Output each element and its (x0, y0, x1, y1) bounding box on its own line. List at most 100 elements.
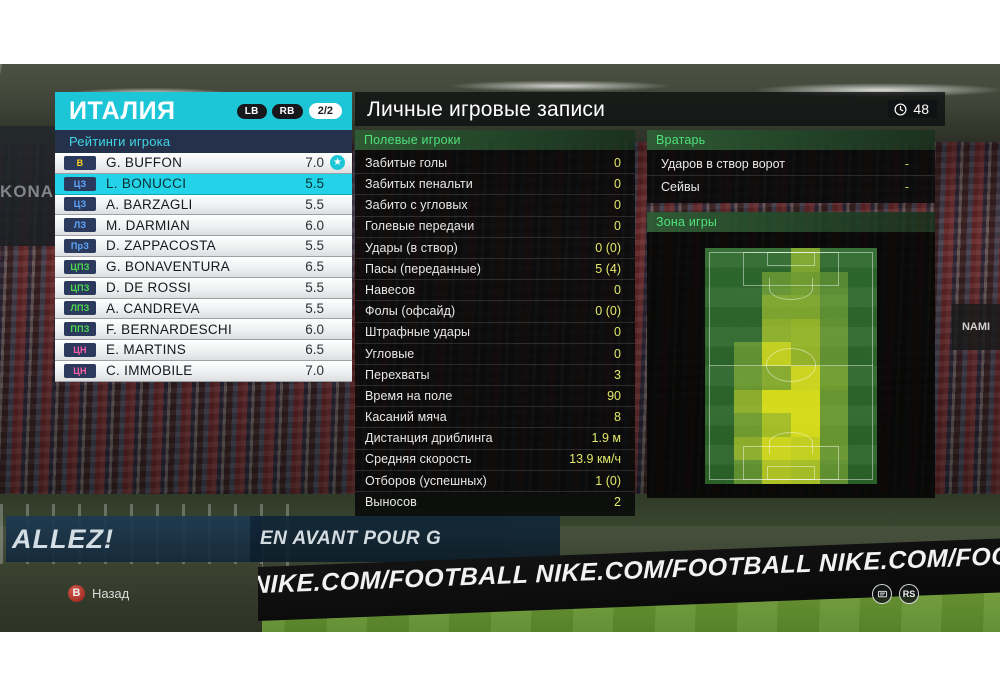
heatmap-cell (819, 436, 849, 461)
stat-value: 0 (614, 346, 621, 361)
b-button-icon: B (68, 585, 85, 602)
stat-row: Забитые голы 0 (355, 153, 635, 175)
player-ratings-label: Рейтинги игрока (69, 134, 171, 149)
heatmap-cell (733, 366, 763, 390)
player-name: M. DARMIAN (106, 217, 190, 233)
stat-value: 0 (614, 219, 621, 234)
heatmap-cell (762, 318, 791, 343)
stand-banner-2: EN AVANT POUR G (250, 516, 560, 562)
stand-banner-1: ALLEZ! (6, 516, 262, 562)
player-name: A. BARZAGLI (106, 196, 193, 212)
stat-row: Перехваты 3 (355, 365, 635, 387)
goalkeeper-heading-label: Вратарь (656, 133, 706, 147)
player-position-badge: ЦПЗ (64, 259, 96, 274)
stat-label: Ударов в створ ворот (661, 157, 785, 172)
player-rating: 7.0 (305, 363, 324, 379)
player-rating: 5.5 (305, 279, 324, 295)
team-name: ИТАЛИЯ (69, 96, 176, 125)
heatmap-cell (819, 295, 849, 319)
stand-dark-block (0, 126, 56, 246)
heatmap-cell (791, 295, 820, 319)
stat-label: Средняя скорость (365, 452, 472, 467)
team-ratings-panel: ИТАЛИЯ LB RB 2/2 Рейтинги игрока В G. BUF… (55, 92, 352, 382)
sponsor-right-text: NAMI (952, 304, 1000, 350)
heatmap-cell (819, 366, 849, 390)
heatmap-cell (762, 413, 791, 437)
player-name: F. BERNARDESCHI (106, 321, 233, 337)
stat-value: 0 (614, 325, 621, 340)
stat-label: Голевые передачи (365, 219, 475, 234)
back-hint[interactable]: B Назад (68, 585, 129, 602)
stat-value: 0 (614, 198, 621, 213)
player-position-badge: ЦН (64, 343, 96, 358)
player-name: L. BONUCCI (106, 175, 187, 191)
player-rating: 6.5 (305, 259, 324, 275)
corner-button-hints[interactable]: RS (872, 584, 919, 604)
goalkeeper-stats-list: Ударов в створ ворот - Сейвы - (647, 150, 935, 203)
pitch-markings (705, 248, 877, 484)
stat-row: Фолы (офсайд) 0 (0) (355, 301, 635, 323)
heatmap-cell (791, 248, 820, 272)
heatmap-cell (819, 342, 849, 366)
stat-row: Штрафные удары 0 (355, 323, 635, 344)
stat-label: Перехваты (365, 367, 430, 382)
page-indicator: 2/2 (308, 103, 342, 119)
player-row[interactable]: В G. BUFFON 7.0 ★ (55, 153, 352, 174)
player-name: A. CANDREVA (106, 300, 200, 316)
heatmap-cell (762, 295, 791, 319)
stat-row: Забитых пенальти 0 (355, 174, 635, 196)
player-rating: 6.0 (305, 217, 324, 233)
stat-row: Касаний мяча 8 (355, 407, 635, 429)
goalkeeper-stat-row: Ударов в створ ворот - (647, 154, 935, 176)
personal-records-panel: Личные игровые записи 48 Полевые игроки … (355, 92, 945, 517)
stat-label: Сейвы (661, 179, 700, 194)
pitch-side-dark (0, 564, 262, 632)
player-rating: 6.5 (305, 342, 324, 358)
stat-value: 0 (0) (595, 304, 621, 319)
stat-row: Пасы (переданные) 5 (4) (355, 259, 635, 281)
stat-label: Пасы (переданные) (365, 261, 482, 276)
player-rating: 6.0 (305, 321, 324, 337)
centre-circle (766, 348, 816, 382)
lb-bumper-hint[interactable]: LB (236, 103, 267, 119)
player-name: E. MARTINS (106, 342, 187, 358)
stat-value: 1 (0) (595, 473, 621, 488)
stat-value: - (904, 157, 909, 172)
speech-bubble-icon[interactable] (872, 584, 892, 604)
player-position-badge: ЦН (64, 363, 96, 378)
back-label: Назад (92, 586, 130, 601)
heatmap-cell (819, 318, 849, 343)
player-ratings-header: Рейтинги игрока (55, 130, 352, 153)
heatmap-cell (791, 318, 820, 343)
rb-bumper-hint[interactable]: RB (271, 103, 303, 119)
right-stick-icon[interactable]: RS (899, 584, 919, 604)
heatmap-cell (762, 389, 791, 414)
player-name: D. ZAPPACOSTA (106, 238, 216, 254)
penalty-arc-bottom (769, 432, 813, 454)
stat-row: Отборов (успешных) 1 (0) (355, 471, 635, 492)
stat-label: Забитые голы (365, 155, 448, 170)
player-rating: 5.5 (305, 196, 324, 212)
heatmap-cell (791, 460, 820, 484)
stat-value: 13.9 км/ч (569, 452, 621, 467)
stat-row: Голевые передачи 0 (355, 217, 635, 238)
stat-label: Фолы (офсайд) (365, 304, 456, 319)
pitch-diagram (705, 248, 877, 484)
play-zone-heatmap (647, 232, 935, 498)
stat-value: 0 (614, 177, 621, 192)
heatmap-cell (819, 389, 849, 414)
player-list[interactable]: В G. BUFFON 7.0 ★ ЦЗ L. BONUCCI 5.5 ★ ЦЗ A. BARZA… (55, 153, 352, 382)
stat-value: 0 (614, 155, 621, 170)
stat-label: Время на поле (365, 388, 453, 403)
stat-label: Навесов (365, 282, 416, 297)
